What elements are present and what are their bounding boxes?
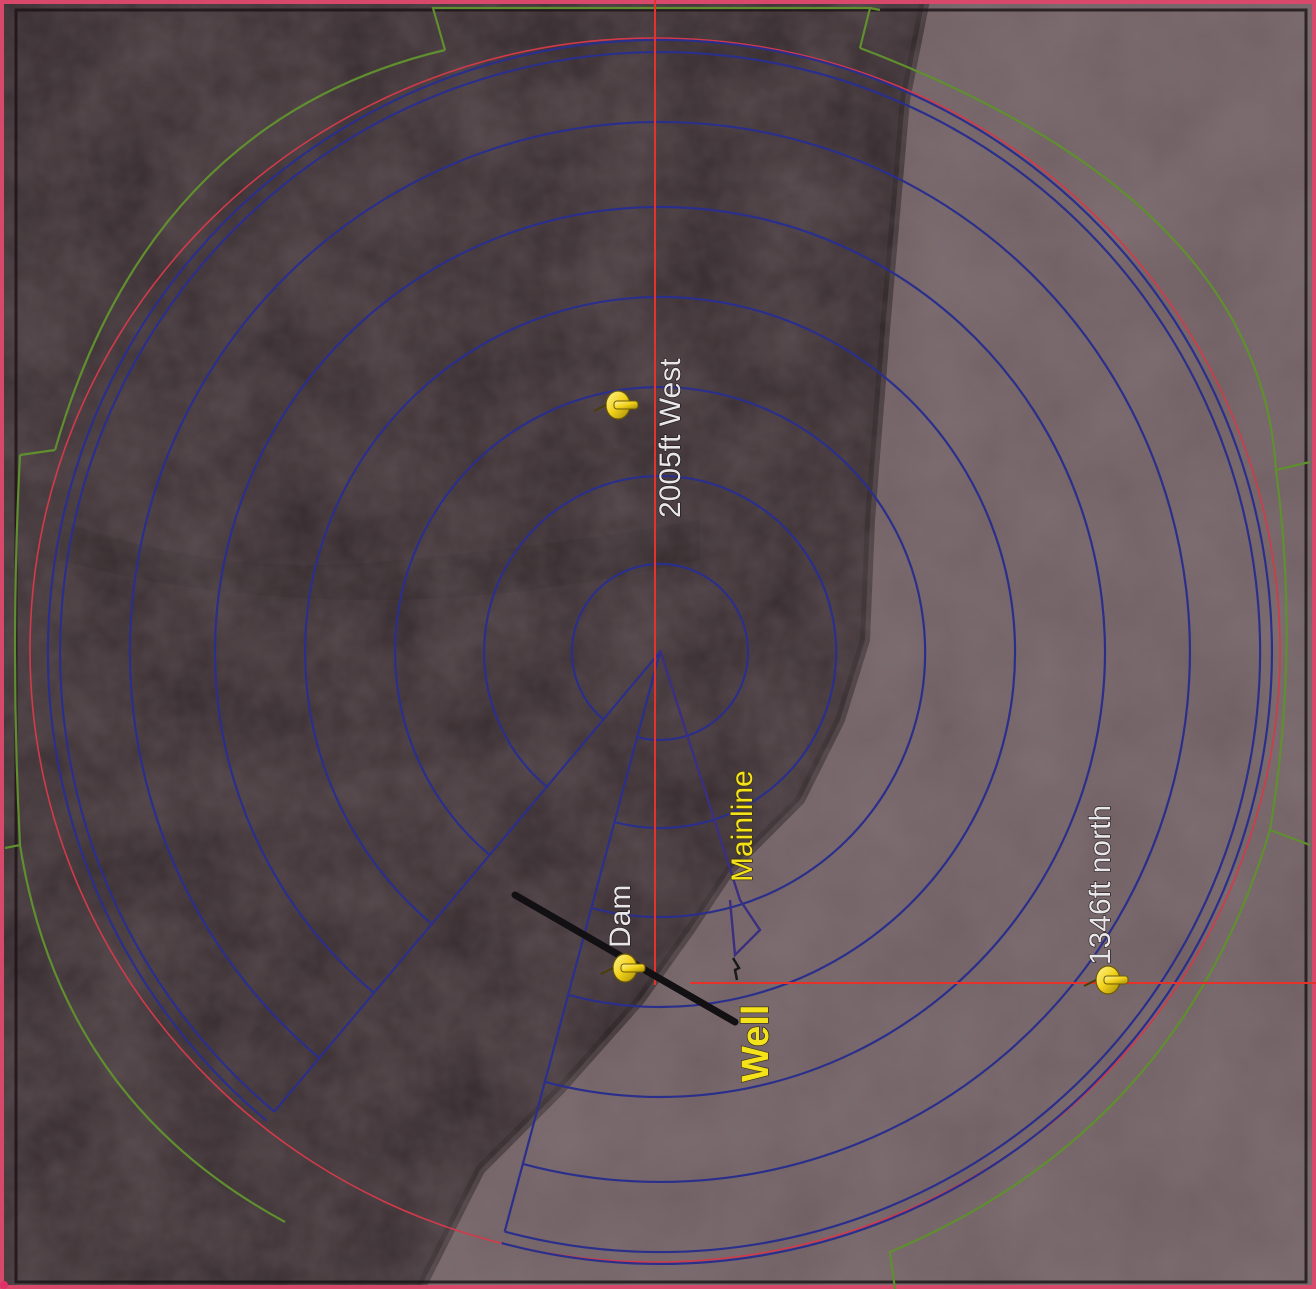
pushpin-icon (600, 953, 646, 983)
well-marker-icon[interactable] (731, 957, 741, 981)
pin-label-dam: Dam (604, 885, 637, 948)
reference-lines (654, 0, 1316, 985)
pushpin-dam[interactable] (600, 953, 646, 983)
pivot-ring[interactable] (59, 50, 1262, 1254)
corner-marker (0, 1281, 8, 1289)
pivot-ring[interactable] (128, 120, 1191, 1184)
pivot-ring[interactable] (213, 205, 1107, 1099)
mainline-path[interactable] (658, 649, 762, 958)
pin-label-2005ft-west: 2005ft West (654, 358, 687, 518)
pivot-spoke-west[interactable] (273, 651, 661, 1113)
pivot-rings (46, 38, 1273, 1266)
mainline-label: Mainline (726, 770, 759, 882)
pivot-ring[interactable] (394, 385, 927, 919)
pushpin-icon (593, 390, 639, 420)
pin-label-1346ft-north: 1346ft north (1084, 805, 1117, 965)
pivot-ring[interactable] (46, 38, 1273, 1266)
pushpin-icon (1083, 965, 1129, 995)
outer-boundary-polygon[interactable] (4, 6, 1311, 1289)
pivot-spoke-east[interactable] (503, 651, 662, 1232)
pivot-ring[interactable] (570, 562, 750, 742)
pushpin-1346ft-north[interactable] (1083, 965, 1129, 995)
pushpin-2005ft-west[interactable] (593, 390, 639, 420)
pivot-ring[interactable] (303, 295, 1017, 1009)
well-label: Well (735, 1005, 777, 1082)
pivot-ring[interactable] (483, 474, 838, 830)
